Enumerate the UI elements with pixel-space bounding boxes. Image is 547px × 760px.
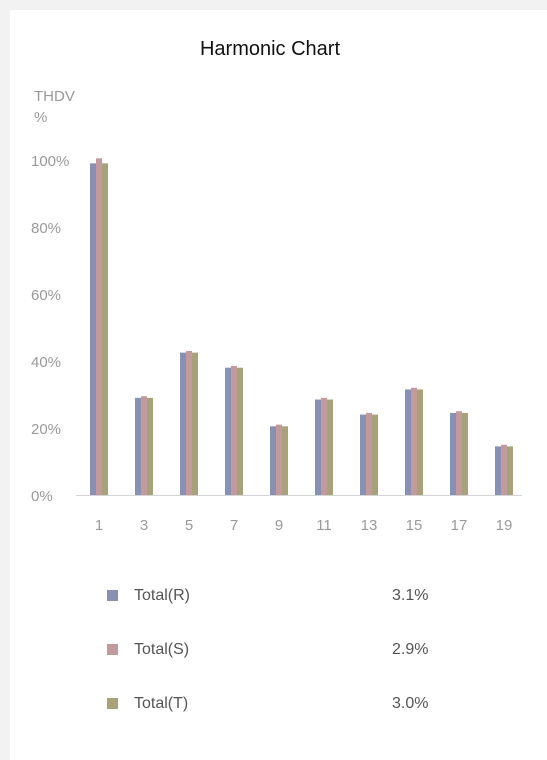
y-tick-label: 40% bbox=[31, 354, 61, 371]
bar-total-r-h19 bbox=[495, 446, 501, 495]
bar-total-t-h15 bbox=[417, 389, 423, 495]
legend-swatch bbox=[107, 698, 118, 709]
bar-total-t-h13 bbox=[372, 414, 378, 495]
bar-total-r-h1 bbox=[90, 163, 96, 495]
bar-total-r-h9 bbox=[270, 426, 276, 495]
x-tick-label: 13 bbox=[361, 517, 378, 534]
x-tick-label: 15 bbox=[406, 517, 423, 534]
bar-total-s-h15 bbox=[411, 387, 417, 495]
bar-total-s-h7 bbox=[231, 366, 237, 495]
bar-total-s-h9 bbox=[276, 424, 282, 495]
x-tick-label: 5 bbox=[185, 517, 193, 534]
y-axis-label-unit: % bbox=[34, 109, 48, 126]
legend-item: Total(T) 3.0% bbox=[10, 692, 547, 716]
y-axis-label-name: THDV bbox=[34, 88, 75, 105]
y-tick-label: 20% bbox=[31, 421, 61, 438]
y-tick-label: 100% bbox=[31, 153, 69, 170]
bar-total-s-h11 bbox=[321, 397, 327, 495]
bar-total-s-h5 bbox=[186, 350, 192, 495]
legend-item: Total(S) 2.9% bbox=[10, 638, 547, 662]
bar-total-s-h17 bbox=[456, 411, 462, 495]
legend-series-name: Total(T) bbox=[134, 695, 189, 712]
bar-total-r-h7 bbox=[225, 367, 231, 495]
x-tick-label: 11 bbox=[316, 517, 332, 534]
bar-total-r-h13 bbox=[360, 414, 366, 495]
x-tick-label: 7 bbox=[230, 517, 238, 534]
legend-item: Total(R) 3.1% bbox=[10, 584, 547, 608]
harmonic-chart-card: Harmonic Chart THDV % 0% 20% 40% 60% 80% 100%… bbox=[10, 10, 547, 760]
legend-swatch bbox=[107, 644, 118, 655]
legend-series-name: Total(S) bbox=[134, 641, 190, 658]
bar-total-s-h3 bbox=[141, 396, 147, 495]
legend-swatch bbox=[107, 590, 118, 601]
x-tick-label: 19 bbox=[496, 517, 513, 534]
bar-total-t-h1 bbox=[102, 163, 108, 495]
bar-total-s-h19 bbox=[501, 444, 507, 495]
x-tick-label: 1 bbox=[95, 517, 103, 534]
chart-plot-area: 0%20%40%60%80%100%1 3 5 7 9 11 13 15 17 19 bbox=[31, 153, 522, 534]
bar-total-t-h17 bbox=[462, 412, 468, 495]
bar-total-r-h11 bbox=[315, 399, 321, 495]
y-tick-label: 80% bbox=[31, 220, 61, 237]
bar-total-s-h1 bbox=[96, 158, 102, 495]
legend-series-total: 3.1% bbox=[392, 587, 429, 604]
y-tick-label: 0% bbox=[31, 488, 53, 505]
bar-total-t-h5 bbox=[192, 352, 198, 495]
bar-total-r-h5 bbox=[180, 352, 186, 495]
bar-total-r-h17 bbox=[450, 412, 456, 495]
x-tick-label: 17 bbox=[451, 517, 468, 534]
bar-total-r-h15 bbox=[405, 389, 411, 495]
legend-series-name: Total(R) bbox=[134, 587, 191, 604]
y-tick-label: 60% bbox=[31, 287, 61, 304]
chart-title: Harmonic Chart bbox=[199, 38, 341, 60]
legend-series-total: 3.0% bbox=[392, 695, 429, 712]
bar-total-t-h11 bbox=[327, 399, 333, 495]
bar-total-r-h3 bbox=[135, 397, 141, 495]
y-axis-label: THDV % bbox=[34, 86, 75, 128]
bar-total-t-h19 bbox=[507, 446, 513, 495]
bar-total-t-h9 bbox=[282, 426, 288, 495]
x-tick-label: 9 bbox=[275, 517, 283, 534]
legend-series-total: 2.9% bbox=[392, 641, 429, 658]
bar-total-t-h7 bbox=[237, 367, 243, 495]
x-tick-label: 3 bbox=[140, 517, 148, 534]
bar-total-s-h13 bbox=[366, 412, 372, 495]
bar-total-t-h3 bbox=[147, 397, 153, 495]
